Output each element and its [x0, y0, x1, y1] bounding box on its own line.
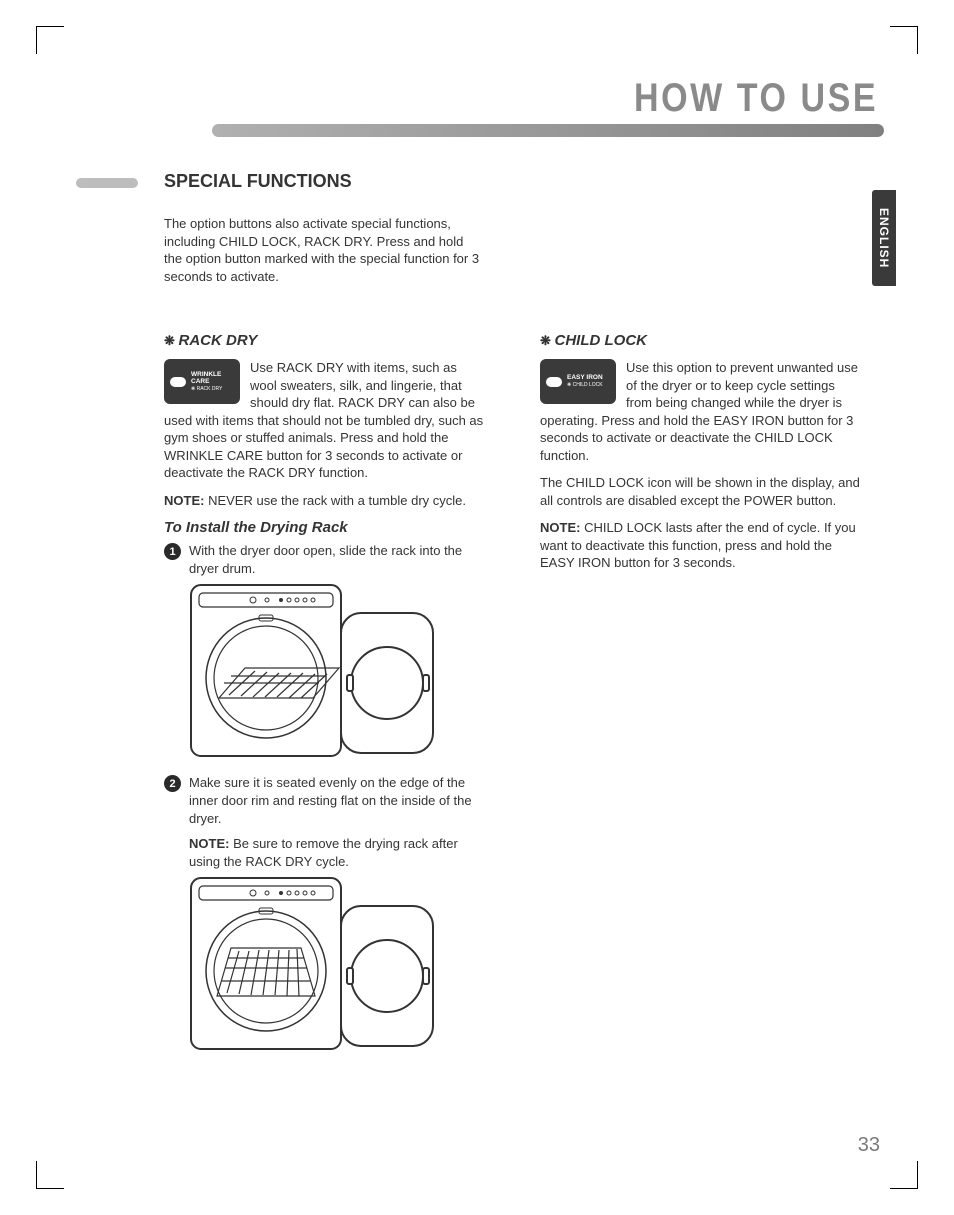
step-1-text: With the dryer door open, slide the rack… [189, 542, 486, 577]
page-title: HOW TO USE [634, 76, 878, 121]
title-underline-bar [212, 124, 884, 137]
child-lock-note: NOTE: CHILD LOCK lasts after the end of … [540, 519, 862, 572]
badge-text: EASY IRON ❋ CHILD LOCK [567, 374, 603, 389]
step-2-note-text: Be sure to remove the drying rack after … [189, 836, 458, 869]
section-title: SPECIAL FUNCTIONS [164, 171, 352, 192]
page-number: 33 [858, 1134, 880, 1157]
crop-mark [890, 1161, 918, 1189]
child-lock-heading: CHILD LOCK [540, 332, 862, 349]
rack-dry-para1: WRINKLE CARE ❋ RACK DRY Use RACK DRY wit… [164, 359, 486, 482]
note-text: CHILD LOCK lasts after the end of cycle.… [540, 520, 856, 570]
wrinkle-care-badge: WRINKLE CARE ❋ RACK DRY [164, 359, 240, 404]
note-label: NOTE: [189, 836, 229, 851]
section-intro: The option buttons also activate special… [164, 215, 484, 285]
dryer-diagram-2 [189, 876, 439, 1051]
language-label: ENGLISH [877, 208, 891, 268]
crop-mark [36, 1161, 64, 1189]
easy-iron-badge: EASY IRON ❋ CHILD LOCK [540, 359, 616, 404]
step-1: 1 With the dryer door open, slide the ra… [164, 542, 486, 577]
badge-led-icon [170, 377, 186, 387]
install-heading: To Install the Drying Rack [164, 519, 486, 536]
child-lock-para2: The CHILD LOCK icon will be shown in the… [540, 474, 862, 509]
step-number-icon: 2 [164, 775, 181, 792]
dryer-diagram-1 [189, 583, 439, 758]
note-label: NOTE: [540, 520, 580, 535]
rack-dry-heading: RACK DRY [164, 332, 486, 349]
badge-led-icon [546, 377, 562, 387]
section-marker [76, 178, 138, 188]
badge-text: WRINKLE CARE ❋ RACK DRY [191, 371, 222, 393]
child-lock-para1: EASY IRON ❋ CHILD LOCK Use this option t… [540, 359, 862, 464]
step-number-icon: 1 [164, 543, 181, 560]
rack-dry-note: NOTE: NEVER use the rack with a tumble d… [164, 492, 486, 510]
step-2-text: Make sure it is seated evenly on the edg… [189, 775, 472, 825]
crop-mark [890, 26, 918, 54]
step-2-body: Make sure it is seated evenly on the edg… [189, 774, 486, 870]
left-column: RACK DRY WRINKLE CARE ❋ RACK DRY Use RAC… [164, 332, 486, 1067]
language-tab: ENGLISH [872, 190, 896, 286]
note-text: NEVER use the rack with a tumble dry cyc… [204, 493, 466, 508]
note-label: NOTE: [164, 493, 204, 508]
right-column: CHILD LOCK EASY IRON ❋ CHILD LOCK Use th… [540, 332, 862, 582]
step-2: 2 Make sure it is seated evenly on the e… [164, 774, 486, 870]
crop-mark [36, 26, 64, 54]
